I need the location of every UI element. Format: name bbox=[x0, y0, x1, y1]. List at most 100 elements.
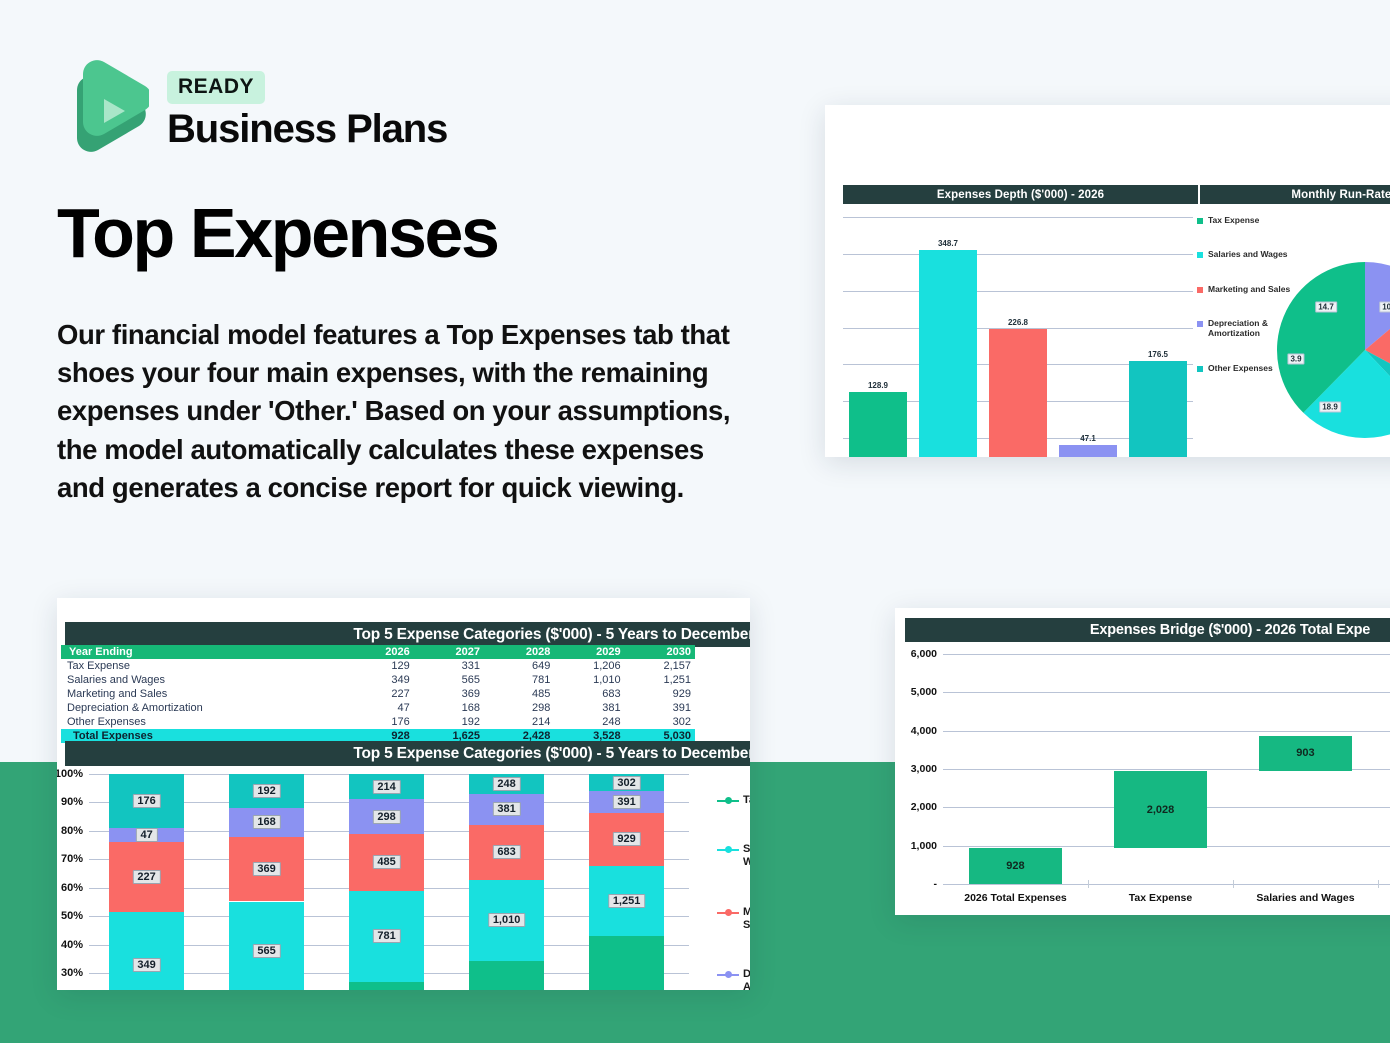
y-axis-tick: 2,000 bbox=[910, 801, 937, 814]
table-row: Marketing and Sales 227 369 485 683 929 bbox=[61, 687, 695, 701]
pie-slice-2 bbox=[1365, 328, 1390, 364]
grid-line bbox=[843, 217, 1193, 218]
segment-value-label: 248 bbox=[492, 776, 521, 791]
table-header-2026: 2026 bbox=[349, 645, 414, 659]
y-axis-tick: 6,000 bbox=[910, 648, 937, 660]
waterfall-bar-1: 928 bbox=[969, 848, 1062, 884]
row-label: Depreciation & Amortization bbox=[67, 702, 203, 714]
segment-value-label: 781 bbox=[372, 929, 401, 944]
table-cell: 168 bbox=[461, 702, 481, 714]
table-cell: 214 bbox=[531, 716, 551, 728]
expenses-depth-legend: Tax Expense Salaries and Wages Marketing a… bbox=[1197, 215, 1307, 397]
y-axis-tick: 60% bbox=[60, 881, 83, 894]
row-label: Marketing and Sales bbox=[67, 688, 168, 700]
pie-slice-1 bbox=[1365, 262, 1390, 350]
table-header-2028: 2028 bbox=[484, 645, 555, 659]
axis-tick-separator bbox=[1378, 880, 1379, 888]
expenses-bridge-title: Expenses Bridge ($'000) - 2026 Total Exp… bbox=[905, 618, 1390, 642]
y-axis-tick: 80% bbox=[60, 824, 83, 837]
table-cell: 192 bbox=[461, 716, 481, 728]
stacked-bar-2026: 349 227 47 176 bbox=[109, 774, 184, 990]
pie-value-label: 18.9 bbox=[1319, 401, 1341, 413]
table-cell: 683 bbox=[602, 688, 621, 700]
legend-item: Depreciation & Amortization bbox=[1197, 318, 1307, 339]
legend-item: Marketing and Sales bbox=[1197, 284, 1307, 294]
segment-value-label: 349 bbox=[132, 958, 161, 973]
table-cell: 176 bbox=[391, 716, 410, 728]
table-cell: 369 bbox=[461, 688, 481, 700]
waterfall-value-label: 903 bbox=[1296, 747, 1315, 760]
segment-value-label: 381 bbox=[492, 802, 521, 817]
row-label: Other Expenses bbox=[67, 716, 146, 728]
table-row: Other Expenses 176 192 214 248 302 bbox=[61, 715, 695, 729]
table-cell: 381 bbox=[602, 702, 621, 714]
legend-label: Tax Expense bbox=[743, 794, 750, 806]
segment-tax-expense bbox=[469, 961, 544, 990]
table-cell: 227 bbox=[391, 688, 410, 700]
y-axis-tick: 1,000 bbox=[910, 839, 937, 852]
y-axis-tick: 3,000 bbox=[910, 763, 937, 775]
total-cell: 1,625 bbox=[413, 729, 485, 743]
segment-value-label: 214 bbox=[372, 779, 401, 794]
legend-swatch-icon bbox=[1197, 252, 1203, 259]
grid-line bbox=[843, 253, 1193, 255]
table-row: Depreciation & Amortization 47 168 298 381 39… bbox=[61, 701, 695, 715]
play-triangle-logo-icon bbox=[57, 58, 152, 162]
table-header-row: Year Ending 2026 2027 2028 2029 2030 bbox=[61, 645, 695, 659]
waterfall-value-label: 928 bbox=[1006, 860, 1025, 873]
segment-value-label: 369 bbox=[252, 862, 281, 877]
brand-name: Business Plans bbox=[167, 106, 448, 151]
y-axis-tick: 50% bbox=[60, 910, 83, 923]
expenses-depth-chart: 128.9 348.7 226.8 47.1 176.5 bbox=[843, 217, 1193, 457]
monthly-run-rate-title: Monthly Run-Rate ($'000) - bbox=[1200, 185, 1390, 204]
total-cell: 3,528 bbox=[554, 729, 625, 743]
y-axis-tick: 70% bbox=[60, 853, 83, 866]
table-cell: 1,206 bbox=[593, 660, 621, 672]
legend-item: Other Expenses bbox=[1197, 363, 1307, 373]
expenses-depth-card: Expenses Depth ($'000) - 2026 Monthly Ru… bbox=[825, 105, 1390, 457]
segment-value-label: 485 bbox=[372, 855, 401, 870]
legend-item: Depreciation &Amortization bbox=[717, 968, 750, 990]
segment-value-label: 1,251 bbox=[607, 893, 646, 908]
y-axis-tick: 5,000 bbox=[910, 686, 937, 699]
legend-label: Marketing and Sales bbox=[1208, 283, 1291, 294]
bar-1 bbox=[848, 391, 908, 457]
bar-5 bbox=[1128, 361, 1188, 457]
pie-slice-5 bbox=[1277, 262, 1365, 413]
row-label: Tax Expense bbox=[67, 660, 130, 672]
grid-line bbox=[943, 730, 1390, 732]
table-cell: 248 bbox=[602, 716, 621, 728]
legend-marker-icon bbox=[717, 796, 739, 805]
segment-value-label: 391 bbox=[612, 795, 641, 810]
segment-value-label: 192 bbox=[252, 783, 281, 798]
table-header-year-ending: Year Ending bbox=[61, 645, 350, 659]
segment-value-label: 302 bbox=[612, 775, 641, 790]
table-header-2030: 2030 bbox=[624, 645, 695, 659]
table-cell: 129 bbox=[391, 660, 410, 672]
y-axis-tick: 40% bbox=[60, 938, 83, 951]
bar-value-label: 128.9 bbox=[867, 380, 889, 390]
bar-2 bbox=[918, 250, 978, 457]
ready-badge: READY bbox=[167, 70, 266, 104]
table-cell: 2,157 bbox=[663, 660, 691, 672]
grid-line bbox=[943, 769, 1390, 770]
legend-swatch-icon bbox=[1197, 321, 1203, 328]
table-cell: 331 bbox=[461, 660, 481, 672]
axis-tick-separator bbox=[1088, 880, 1089, 888]
page-description: Our financial model features a Top Expen… bbox=[57, 319, 731, 503]
monthly-run-rate-pie-chart: 10.7 14.7 3.9 18.9 bbox=[1270, 255, 1390, 455]
expense-table-title: Top 5 Expense Categories ($'000) - 5 Yea… bbox=[65, 622, 750, 647]
segment-value-label: 227 bbox=[132, 870, 161, 885]
stacked-bar-chart: 100% 90% 80% 70% 60% 50% 40% 30% 349 227 47 176 565 3… bbox=[57, 768, 689, 990]
pie-slice-4 bbox=[1303, 350, 1390, 438]
waterfall-bar-2: 2,028 bbox=[1114, 770, 1207, 849]
table-cell: 781 bbox=[531, 674, 551, 686]
y-axis-tick: 100% bbox=[57, 768, 83, 780]
segment-tax-expense bbox=[349, 982, 424, 990]
stacked-bar-2027: 565 369 168 192 bbox=[229, 774, 304, 990]
table-cell: 1,010 bbox=[593, 674, 621, 686]
